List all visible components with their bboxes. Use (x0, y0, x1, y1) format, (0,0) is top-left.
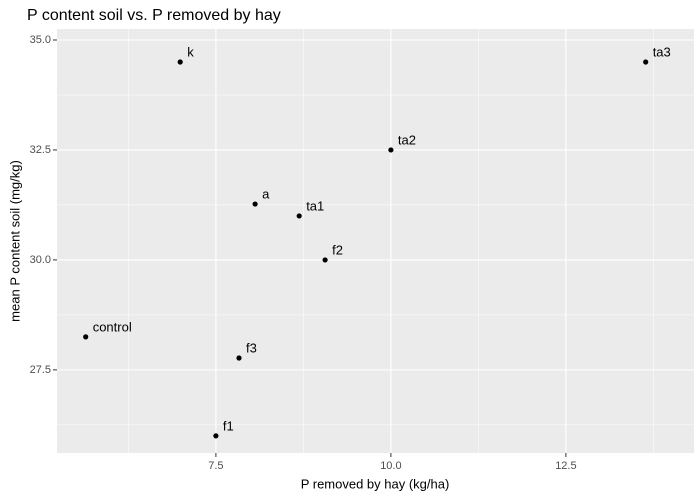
x-tick-label: 7.5 (208, 460, 223, 472)
grid (57, 29, 694, 453)
point-label: ta2 (398, 132, 416, 147)
point (388, 147, 394, 153)
y-tick-label: 27.5 (30, 364, 51, 376)
point (83, 334, 89, 340)
y-tick-label: 30.0 (30, 254, 51, 266)
point (236, 355, 242, 361)
point-label: a (262, 186, 270, 201)
point (252, 201, 258, 207)
point-label: ta1 (306, 198, 324, 213)
point-label: f2 (332, 242, 343, 257)
x-axis-title: P removed by hay (kg/ha) (301, 476, 450, 491)
point-label: f1 (223, 418, 234, 433)
x-tick-label: 10.0 (380, 460, 401, 472)
point (213, 433, 219, 439)
point (322, 257, 328, 263)
x-tick-label: 12.5 (555, 460, 576, 472)
y-tick-label: 35.0 (30, 34, 51, 46)
point (296, 213, 302, 219)
y-axis-title: mean P content soil (mg/kg) (7, 160, 22, 322)
point-label: ta3 (653, 44, 671, 59)
point-label: k (187, 44, 194, 59)
point-label: control (93, 319, 132, 334)
point-label: f3 (246, 340, 257, 355)
point (643, 59, 649, 65)
point (177, 59, 183, 65)
chart-title: P content soil vs. P removed by hay (27, 7, 281, 24)
panel (57, 29, 694, 453)
y-tick-label: 32.5 (30, 144, 51, 156)
